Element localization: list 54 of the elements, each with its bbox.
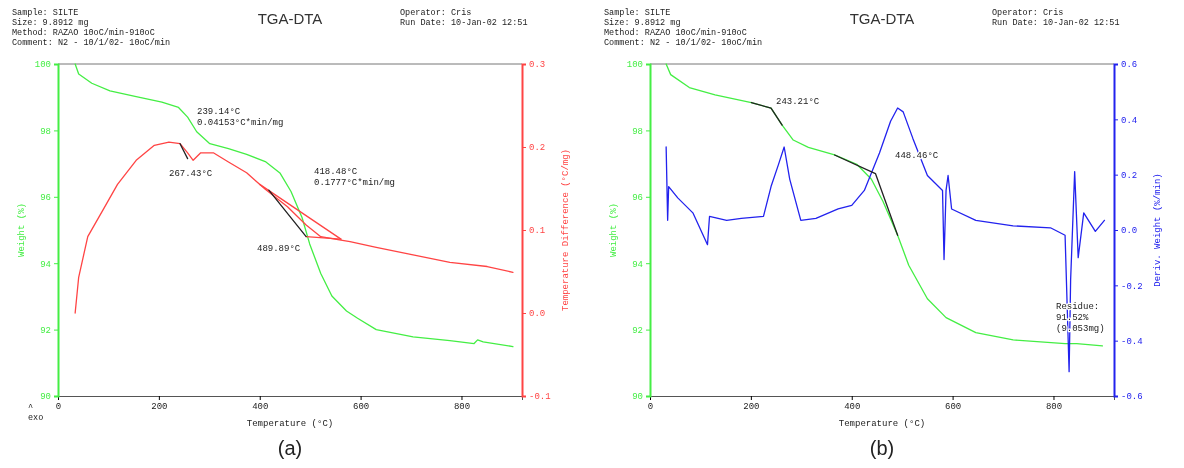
text: ^ exo <box>28 403 44 423</box>
y2-axis-title: Temperature Difference (°C/mg) <box>561 148 571 312</box>
y-tick-label: 100 <box>34 60 51 71</box>
y-tick-label: 92 <box>40 325 51 336</box>
y-tick-label: 100 <box>626 60 643 71</box>
y2-tick-label: -0.1 <box>529 392 551 403</box>
chart-title: TGA-DTA <box>257 10 323 27</box>
annotation: 418.48°C 0.1777°C*min/mg <box>314 167 396 188</box>
x-tick-label: 400 <box>252 402 269 413</box>
y2-tick-label: -0.6 <box>1121 392 1143 403</box>
text: (b) <box>869 437 895 459</box>
text: Operator: Cris Run Date: 10-Jan-02 12:51 <box>992 8 1120 28</box>
y2-tick-label: -0.2 <box>1121 281 1143 292</box>
x-tick-label: 600 <box>353 402 370 413</box>
y2-tick-label: 0.3 <box>529 60 546 71</box>
y-tick-label: 98 <box>40 126 51 137</box>
y-tick-label: 96 <box>632 193 643 204</box>
x-tick-label: 200 <box>743 402 760 413</box>
y-tick-label: 90 <box>40 392 51 403</box>
annotation: 243.21°C <box>776 97 820 107</box>
y2-tick-label: 0.1 <box>529 226 546 237</box>
x-tick-label: 800 <box>453 402 471 413</box>
x-tick-label: 0 <box>647 402 654 413</box>
chart-subtitle: Sample: SILTE Size: 9.8912 mg Method: RAZAO 10oC/min-910oC Comment: N2 - 10/1/02- 10oC/min <box>604 8 763 48</box>
annotation: 489.89°C <box>257 244 301 254</box>
y-axis-title: Weight (%) <box>609 202 619 258</box>
y-tick-label: 96 <box>40 193 51 204</box>
y2-tick-label: 0.2 <box>1121 171 1138 182</box>
y2-tick-label: 0.6 <box>1121 60 1138 71</box>
y2-tick-label: -0.4 <box>1121 337 1143 348</box>
x-tick-label: 200 <box>151 402 168 413</box>
x-tick-label: 800 <box>1045 402 1063 413</box>
y2-tick-label: 0.0 <box>1121 226 1138 237</box>
y-tick-label: 90 <box>632 392 643 403</box>
annotation: 239.14°C 0.04153°C*min/mg <box>197 107 284 128</box>
y-tick-label: 98 <box>632 126 643 137</box>
annotation: 267.43°C <box>169 169 213 179</box>
x-axis-title: Temperature (°C) <box>246 419 334 429</box>
text: (a) <box>277 437 303 459</box>
x-axis-title: Temperature (°C) <box>838 419 926 429</box>
chart-title: TGA-DTA <box>849 10 915 27</box>
y-axis-title: Weight (%) <box>17 202 27 258</box>
y2-tick-label: 0.0 <box>529 309 546 320</box>
y2-axis-title: Deriv. Weight (%/min) <box>1153 173 1163 287</box>
y2-tick-label: 0.2 <box>529 143 546 154</box>
x-tick-label: 400 <box>844 402 861 413</box>
y2-tick-label: 0.4 <box>1121 115 1138 126</box>
y-tick-label: 94 <box>632 259 643 270</box>
x-tick-label: 0 <box>55 402 62 413</box>
text: Operator: Cris Run Date: 10-Jan-02 12:51 <box>400 8 528 28</box>
y-tick-label: 92 <box>632 325 643 336</box>
x-tick-label: 600 <box>945 402 962 413</box>
chart-subtitle: Sample: SILTE Size: 9.8912 mg Method: RAZAO 10oC/min-910oC Comment: N2 - 10/1/02- 10oC/min <box>12 8 171 48</box>
y-tick-label: 94 <box>40 259 51 270</box>
